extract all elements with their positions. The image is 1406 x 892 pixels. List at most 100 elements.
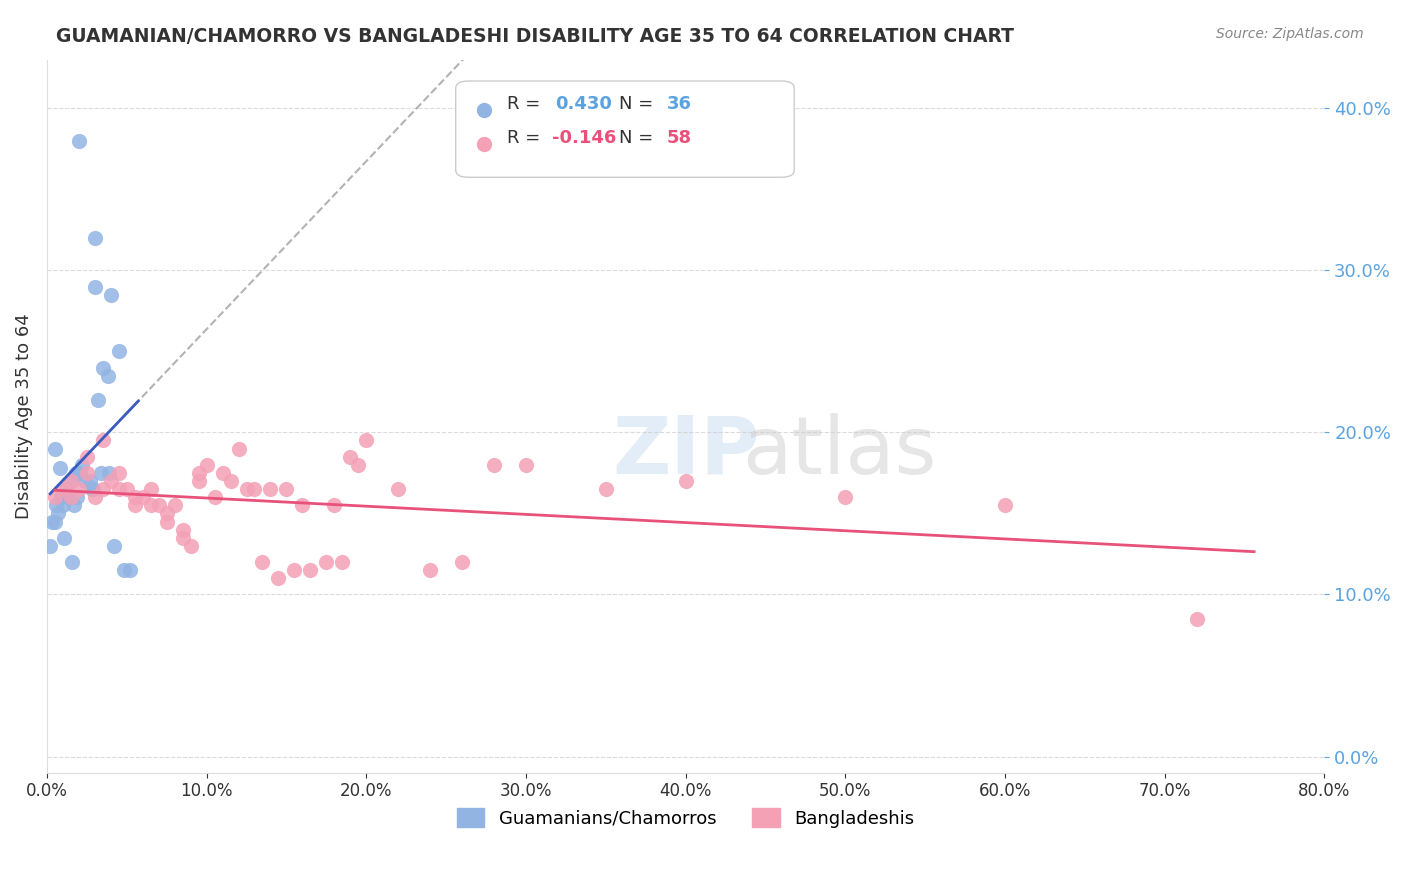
- Point: [56, 490, 79, 504]
- Point: [51, 490, 73, 504]
- Point: [112, 563, 135, 577]
- Point: [48, 461, 70, 475]
- Point: [243, 482, 266, 496]
- Point: [283, 563, 305, 577]
- Point: [124, 498, 146, 512]
- Point: [59, 490, 82, 504]
- Text: -0.146: -0.146: [551, 129, 616, 147]
- Point: [118, 563, 141, 577]
- Point: [67, 134, 90, 148]
- Text: ZIP: ZIP: [612, 413, 759, 491]
- Text: atlas: atlas: [742, 413, 936, 491]
- Point: [211, 466, 233, 480]
- Text: R =: R =: [506, 95, 546, 112]
- Point: [1185, 612, 1208, 626]
- Point: [339, 450, 361, 464]
- Point: [45, 498, 67, 512]
- Point: [195, 458, 218, 472]
- Point: [107, 482, 129, 496]
- Point: [76, 466, 98, 480]
- Text: R =: R =: [506, 129, 546, 147]
- Point: [91, 482, 114, 496]
- Point: [482, 458, 505, 472]
- Point: [82, 482, 104, 496]
- Point: [347, 458, 370, 472]
- Point: [76, 450, 98, 464]
- FancyBboxPatch shape: [456, 81, 794, 178]
- Point: [139, 482, 162, 496]
- Point: [834, 490, 856, 504]
- Point: [276, 482, 298, 496]
- Point: [52, 482, 75, 496]
- Point: [356, 434, 378, 448]
- Point: [55, 482, 77, 496]
- Point: [39, 539, 62, 553]
- Point: [235, 482, 257, 496]
- Point: [90, 466, 112, 480]
- Text: N =: N =: [619, 129, 659, 147]
- Point: [44, 490, 66, 504]
- Point: [330, 555, 353, 569]
- Point: [515, 458, 537, 472]
- Point: [83, 279, 105, 293]
- Point: [59, 474, 82, 488]
- Legend: Guamanians/Chamorros, Bangladeshis: Guamanians/Chamorros, Bangladeshis: [450, 801, 921, 835]
- Point: [187, 474, 209, 488]
- Point: [204, 490, 226, 504]
- Text: N =: N =: [619, 95, 659, 112]
- Point: [46, 507, 69, 521]
- Point: [91, 434, 114, 448]
- Point: [70, 458, 93, 472]
- Point: [323, 498, 346, 512]
- Point: [315, 555, 337, 569]
- Point: [52, 498, 75, 512]
- Point: [451, 555, 474, 569]
- Point: [387, 482, 409, 496]
- Text: 36: 36: [666, 95, 692, 112]
- Point: [299, 563, 322, 577]
- Point: [148, 498, 170, 512]
- Point: [131, 490, 153, 504]
- Point: [53, 531, 76, 545]
- Point: [259, 482, 281, 496]
- Point: [107, 466, 129, 480]
- Point: [103, 539, 125, 553]
- Point: [98, 466, 121, 480]
- Point: [100, 287, 122, 301]
- Point: [172, 523, 194, 537]
- Point: [83, 490, 105, 504]
- Point: [419, 563, 441, 577]
- Point: [59, 474, 82, 488]
- Point: [80, 482, 103, 496]
- Text: 0.430: 0.430: [555, 95, 612, 112]
- Point: [139, 498, 162, 512]
- Y-axis label: Disability Age 35 to 64: Disability Age 35 to 64: [15, 313, 32, 519]
- Point: [75, 474, 97, 488]
- Point: [156, 515, 179, 529]
- Point: [62, 555, 84, 569]
- Point: [65, 466, 87, 480]
- Point: [107, 344, 129, 359]
- Point: [124, 490, 146, 504]
- Point: [97, 368, 120, 383]
- Point: [994, 498, 1017, 512]
- Point: [291, 498, 314, 512]
- Point: [67, 482, 90, 496]
- Point: [44, 515, 66, 529]
- Point: [172, 531, 194, 545]
- Point: [79, 474, 101, 488]
- Point: [44, 442, 66, 456]
- Point: [187, 466, 209, 480]
- Point: [87, 392, 110, 407]
- Point: [252, 555, 274, 569]
- Point: [115, 482, 138, 496]
- Text: GUAMANIAN/CHAMORRO VS BANGLADESHI DISABILITY AGE 35 TO 64 CORRELATION CHART: GUAMANIAN/CHAMORRO VS BANGLADESHI DISABI…: [56, 27, 1014, 45]
- Text: Source: ZipAtlas.com: Source: ZipAtlas.com: [1216, 27, 1364, 41]
- Point: [41, 515, 63, 529]
- Point: [66, 490, 89, 504]
- Point: [91, 360, 114, 375]
- Point: [63, 498, 86, 512]
- Point: [267, 571, 290, 585]
- Point: [163, 498, 186, 512]
- Point: [228, 442, 250, 456]
